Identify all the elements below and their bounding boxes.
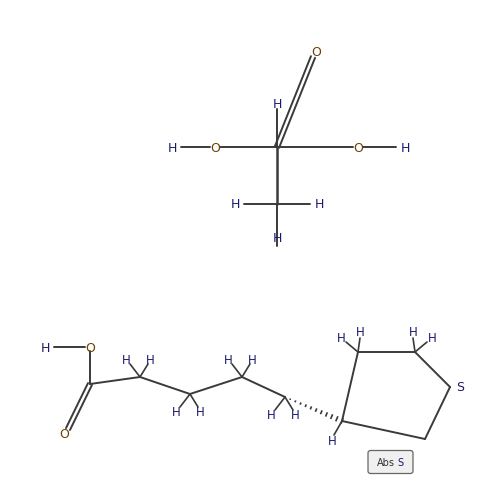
Text: Abs: Abs <box>376 457 395 467</box>
Text: H: H <box>247 353 257 366</box>
Text: H: H <box>356 326 364 339</box>
Text: H: H <box>272 231 282 244</box>
Text: O: O <box>210 141 220 154</box>
Text: H: H <box>267 409 275 422</box>
Text: O: O <box>59 428 69 440</box>
Text: O: O <box>85 341 95 354</box>
Text: H: H <box>314 198 324 211</box>
Text: H: H <box>224 353 232 366</box>
Text: S: S <box>456 381 464 394</box>
Text: H: H <box>337 331 345 344</box>
Text: H: H <box>291 409 299 422</box>
Text: H: H <box>272 98 282 111</box>
Text: O: O <box>353 141 363 154</box>
Text: H: H <box>172 406 180 419</box>
Text: H: H <box>40 341 50 354</box>
Text: O: O <box>311 47 321 60</box>
Text: H: H <box>196 406 205 419</box>
Text: S: S <box>398 457 404 467</box>
Text: H: H <box>121 353 131 366</box>
Text: H: H <box>146 353 154 366</box>
FancyBboxPatch shape <box>368 450 413 473</box>
Text: H: H <box>409 326 417 339</box>
Text: H: H <box>328 435 336 447</box>
Text: H: H <box>230 198 240 211</box>
Text: H: H <box>400 141 410 154</box>
Text: H: H <box>427 331 436 344</box>
Text: H: H <box>167 141 177 154</box>
